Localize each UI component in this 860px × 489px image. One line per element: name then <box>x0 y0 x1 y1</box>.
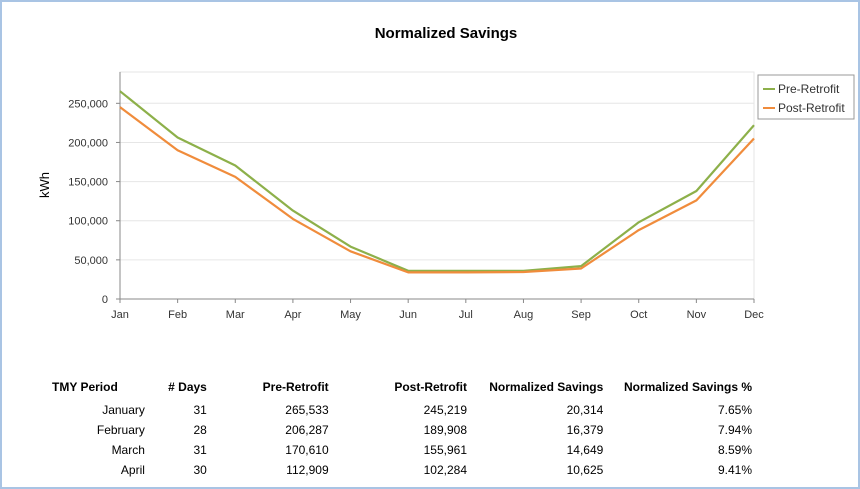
table-row: January 31 265,533 245,219 20,314 7.65% <box>52 400 752 420</box>
legend-label: Post-Retrofit <box>778 101 845 115</box>
table-cell: 102,284 <box>423 463 468 477</box>
table-cell: 31 <box>193 403 207 417</box>
x-tick-label: May <box>340 309 361 321</box>
table-cell: 206,287 <box>285 423 329 437</box>
x-tick-label: Sep <box>571 309 591 321</box>
normalized-savings-chart: Normalized Savings kWh 0 50,000 100,000 150… <box>37 25 855 321</box>
column-header: Pre-Retrofit <box>262 380 329 394</box>
series-line-post-retrofit <box>119 106 755 274</box>
table-cell-period: February <box>96 423 145 437</box>
x-tick-label: Feb <box>168 309 187 321</box>
table-header-row: TMY Period # Days Pre-Retrofit Post-Retr… <box>52 380 752 400</box>
table-cell: 265,533 <box>285 403 329 417</box>
y-tick-label: 100,000 <box>68 216 108 228</box>
y-tick-label: 50,000 <box>74 255 108 267</box>
chart-title: Normalized Savings <box>375 25 518 42</box>
x-tick-label: Jan <box>111 309 129 321</box>
x-tick-label: Apr <box>284 309 301 321</box>
x-tick-label: Oct <box>630 309 647 321</box>
table-cell: 20,314 <box>566 403 604 417</box>
table-cell: 112,909 <box>286 463 329 477</box>
table-cell: 189,908 <box>423 423 468 437</box>
column-header: TMY Period <box>52 380 118 394</box>
table-row: April 30 112,909 102,284 10,625 9.41% <box>52 460 752 480</box>
column-header: Normalized Savings % <box>623 380 752 394</box>
table-cell-period: April <box>120 463 145 477</box>
column-header: # Days <box>168 380 207 394</box>
series-line-pre-retrofit <box>119 90 755 272</box>
table-cell: 155,961 <box>423 443 468 457</box>
x-tick-label: Dec <box>744 309 764 321</box>
table-cell: 8.59% <box>717 443 752 457</box>
x-tick-label: Mar <box>226 309 245 321</box>
table-cell: 245,219 <box>423 403 468 417</box>
table-cell-period: January <box>102 403 145 417</box>
table-row: March 31 170,610 155,961 14,649 8.59% <box>52 440 752 460</box>
plot-area <box>119 71 755 300</box>
table-cell: 7.65% <box>717 403 752 417</box>
table-cell: 31 <box>193 443 207 457</box>
table-cell: 10,625 <box>566 463 604 477</box>
y-tick-label: 150,000 <box>68 177 108 189</box>
y-axis-label: kWh <box>37 172 52 198</box>
y-tick-label: 200,000 <box>68 137 108 149</box>
table-cell: 9.41% <box>717 463 752 477</box>
table-cell: 28 <box>193 423 207 437</box>
table-cell: 170,610 <box>285 443 329 457</box>
x-tick-label: Nov <box>687 309 707 321</box>
savings-table: TMY Period # Days Pre-Retrofit Post-Retr… <box>52 380 752 480</box>
y-tick-label: 250,000 <box>68 98 108 110</box>
table-cell-period: March <box>111 443 145 457</box>
table-cell: 16,379 <box>566 423 604 437</box>
column-header: Post-Retrofit <box>394 380 468 394</box>
y-tick-label: 0 <box>102 294 108 306</box>
table-row: February 28 206,287 189,908 16,379 7.94% <box>52 420 752 440</box>
x-tick-label: Jul <box>459 309 473 321</box>
x-tick-label: Aug <box>514 309 534 321</box>
legend-box <box>757 74 855 120</box>
table-cell: 30 <box>193 463 207 477</box>
legend-label: Pre-Retrofit <box>778 82 840 96</box>
table-cell: 14,649 <box>566 443 604 457</box>
x-tick-label: Jun <box>399 309 417 321</box>
table-cell: 7.94% <box>717 423 752 437</box>
column-header: Normalized Savings <box>489 380 604 394</box>
